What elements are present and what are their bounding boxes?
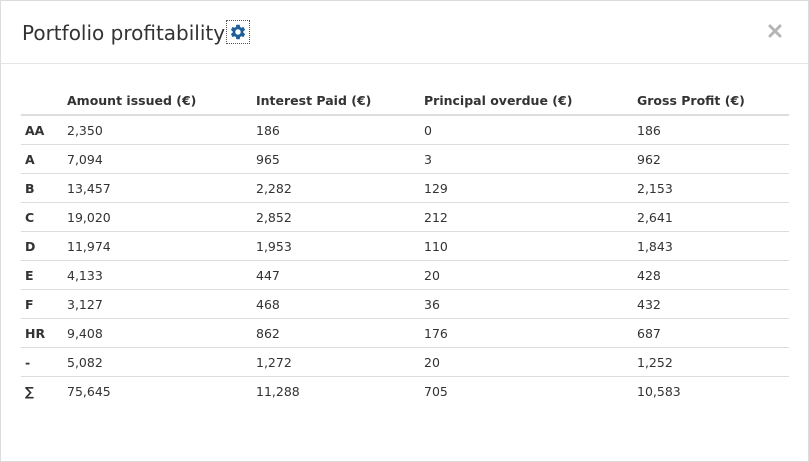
interest-paid-cell: 1,272 <box>252 347 420 377</box>
close-icon <box>768 23 782 42</box>
interest-paid-cell: 2,852 <box>252 202 420 232</box>
column-header-interest-paid: Interest Paid (€) <box>252 86 420 116</box>
modal-header: Portfolio profitability <box>1 1 808 64</box>
interest-paid-cell: 468 <box>252 289 420 319</box>
row-label: HR <box>21 318 63 348</box>
gross-profit-cell: 1,252 <box>633 347 789 377</box>
interest-paid-cell: 862 <box>252 318 420 348</box>
amount-issued-cell: 11,974 <box>63 231 252 261</box>
modal-body: Amount issued (€) Interest Paid (€) Prin… <box>21 86 789 405</box>
table-body: AA 2,350 186 0 186 A 7,094 965 3 962 B 13,457 2,282 1… <box>21 115 789 405</box>
amount-issued-cell: 3,127 <box>63 289 252 319</box>
table-row: -5,082 1,272 20 1,252 <box>21 347 789 377</box>
row-label: ∑ <box>25 383 34 399</box>
column-header-gross-profit: Gross Profit (€) <box>633 86 789 116</box>
table-row: B 13,457 2,282 129 2,153 <box>21 173 789 203</box>
table-row: A 7,094 965 3 962 <box>21 144 789 174</box>
column-header-amount-issued: Amount issued (€) <box>63 86 252 116</box>
modal-title: Portfolio profitability <box>22 21 226 45</box>
principal-overdue-cell: 176 <box>420 318 633 348</box>
table-row: AA 2,350 186 0 186 <box>21 115 789 145</box>
gross-profit-cell: 432 <box>633 289 789 319</box>
interest-paid-cell: 447 <box>252 260 420 290</box>
amount-issued-cell: 75,645 <box>67 383 111 399</box>
amount-issued-cell: 4,133 <box>63 260 252 290</box>
principal-overdue-cell: 20 <box>420 260 633 290</box>
gross-profit-cell: 1,843 <box>633 231 789 261</box>
interest-paid-cell: 1,953 <box>252 231 420 261</box>
gross-profit-cell: 2,641 <box>633 202 789 232</box>
amount-issued-cell: 2,350 <box>63 115 252 145</box>
principal-overdue-cell: 705 <box>424 383 448 399</box>
principal-overdue-cell: 129 <box>420 173 633 203</box>
amount-issued-cell: 5,082 <box>63 347 252 377</box>
row-label: F <box>21 289 63 319</box>
row-label: C <box>21 202 63 232</box>
amount-issued-cell: 9,408 <box>63 318 252 348</box>
row-label: B <box>21 173 63 203</box>
principal-overdue-cell: 3 <box>420 144 633 174</box>
gross-profit-cell: 10,583 <box>637 383 681 399</box>
gross-profit-cell: 687 <box>633 318 789 348</box>
table-row: ∑ 75,645 11,288 705 10,583 <box>21 377 789 406</box>
gross-profit-cell: 2,153 <box>633 173 789 203</box>
principal-overdue-cell: 212 <box>420 202 633 232</box>
gross-profit-cell: 186 <box>633 115 789 145</box>
column-header-rating <box>21 86 63 116</box>
table-row: C 19,020 2,852 212 2,641 <box>21 202 789 232</box>
amount-issued-cell: 19,020 <box>63 202 252 232</box>
principal-overdue-cell: 20 <box>420 347 633 377</box>
principal-overdue-cell: 110 <box>420 231 633 261</box>
table-row: F 3,127 468 36 432 <box>21 289 789 319</box>
interest-paid-cell: 965 <box>252 144 420 174</box>
row-label: E <box>21 260 63 290</box>
table-row: HR 9,408 862 176 687 <box>21 318 789 348</box>
row-label: AA <box>21 115 63 145</box>
interest-paid-cell: 186 <box>252 115 420 145</box>
row-label: - <box>21 347 63 377</box>
settings-button[interactable] <box>226 20 250 44</box>
table-header-row: Amount issued (€) Interest Paid (€) Prin… <box>21 86 789 116</box>
interest-paid-cell: 11,288 <box>256 383 300 399</box>
interest-paid-cell: 2,282 <box>252 173 420 203</box>
principal-overdue-cell: 0 <box>420 115 633 145</box>
close-button[interactable] <box>766 23 784 41</box>
gross-profit-cell: 962 <box>633 144 789 174</box>
amount-issued-cell: 13,457 <box>63 173 252 203</box>
gross-profit-cell: 428 <box>633 260 789 290</box>
amount-issued-cell: 7,094 <box>63 144 252 174</box>
profitability-table: Amount issued (€) Interest Paid (€) Prin… <box>21 86 789 405</box>
table-row: E 4,133 447 20 428 <box>21 260 789 290</box>
column-header-principal-overdue: Principal overdue (€) <box>420 86 633 116</box>
principal-overdue-cell: 36 <box>420 289 633 319</box>
table-row: D 11,974 1,953 110 1,843 <box>21 231 789 261</box>
row-label: D <box>21 231 63 261</box>
gear-icon <box>229 23 247 41</box>
row-label: A <box>21 144 63 174</box>
